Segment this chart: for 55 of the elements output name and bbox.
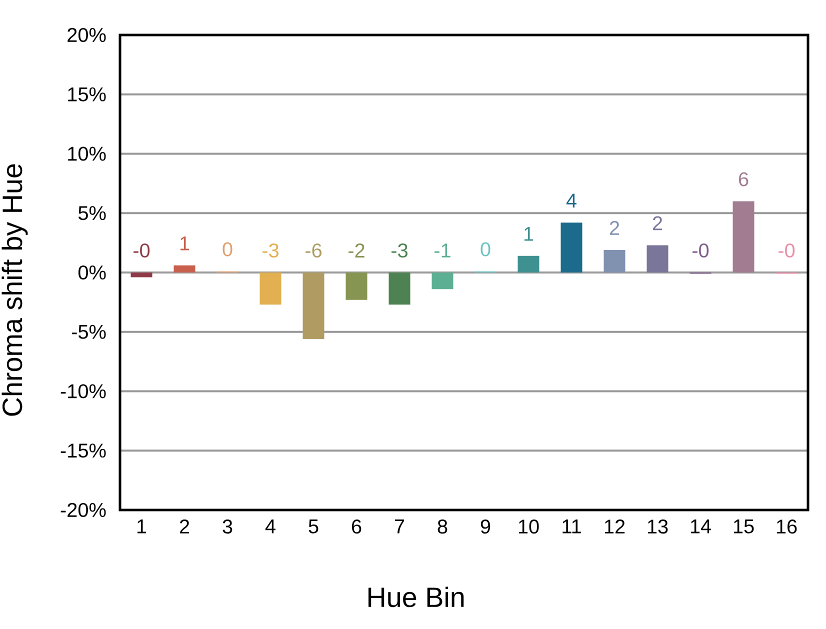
- data-label: -1: [434, 244, 450, 258]
- bar: [432, 272, 454, 290]
- x-tick-label: 5: [308, 520, 318, 534]
- data-label: -0: [692, 243, 709, 258]
- data-label: -6: [306, 243, 322, 258]
- data-label: -3: [262, 243, 278, 258]
- bar: [130, 272, 152, 278]
- y-tick-label: -10%: [60, 384, 106, 398]
- bar: [346, 272, 368, 300]
- data-label: -0: [778, 243, 795, 258]
- data-label: 4: [566, 194, 576, 208]
- y-tick-label: 0%: [78, 265, 106, 280]
- x-tick-label: 4: [265, 520, 276, 534]
- bar: [260, 272, 282, 305]
- data-label: 6: [738, 172, 748, 186]
- x-tick-label: 16: [776, 520, 797, 534]
- bar: [646, 245, 668, 272]
- bar: [732, 201, 754, 272]
- x-tick-label: 8: [438, 520, 448, 534]
- data-label: 0: [222, 242, 232, 256]
- x-tick-label: 12: [604, 520, 625, 534]
- x-tick-label: 6: [352, 520, 362, 534]
- data-label: 1: [180, 236, 190, 250]
- x-tick-label: 13: [648, 520, 668, 534]
- data-label: -0: [134, 243, 150, 258]
- data-label: 2: [610, 220, 620, 235]
- data-label: 1: [524, 227, 534, 241]
- x-tick-label: 14: [690, 520, 712, 534]
- bar: [604, 250, 626, 272]
- x-tick-label: 1: [137, 520, 146, 534]
- x-tick-label: 10: [518, 520, 539, 534]
- y-tick-label: 5%: [78, 206, 106, 220]
- y-axis-title: Chroma shift by Hue: [2, 164, 28, 416]
- bar: [388, 272, 410, 305]
- x-tick-label: 15: [734, 520, 754, 534]
- x-tick-label: 7: [394, 520, 404, 534]
- x-tick-label: 3: [222, 520, 232, 534]
- y-tick-label: -15%: [60, 444, 106, 458]
- x-axis-title: Hue Bin: [368, 586, 464, 608]
- y-tick-label: -5%: [72, 324, 106, 339]
- bar: [518, 256, 540, 272]
- x-tick-label: 2: [180, 520, 190, 534]
- data-label: 2: [652, 216, 662, 230]
- bar: [560, 222, 582, 272]
- y-tick-label: 10%: [68, 146, 106, 161]
- y-tick-label: 20%: [68, 28, 106, 42]
- x-tick-label: 9: [480, 520, 490, 534]
- bar: [174, 265, 196, 272]
- data-label: -3: [392, 243, 408, 258]
- x-tick-label: 11: [562, 520, 581, 534]
- bar: [302, 272, 324, 339]
- data-label: -2: [348, 244, 364, 258]
- y-tick-label: 15%: [68, 87, 106, 102]
- data-label: 0: [480, 242, 490, 256]
- y-tick-label: -20%: [60, 502, 106, 518]
